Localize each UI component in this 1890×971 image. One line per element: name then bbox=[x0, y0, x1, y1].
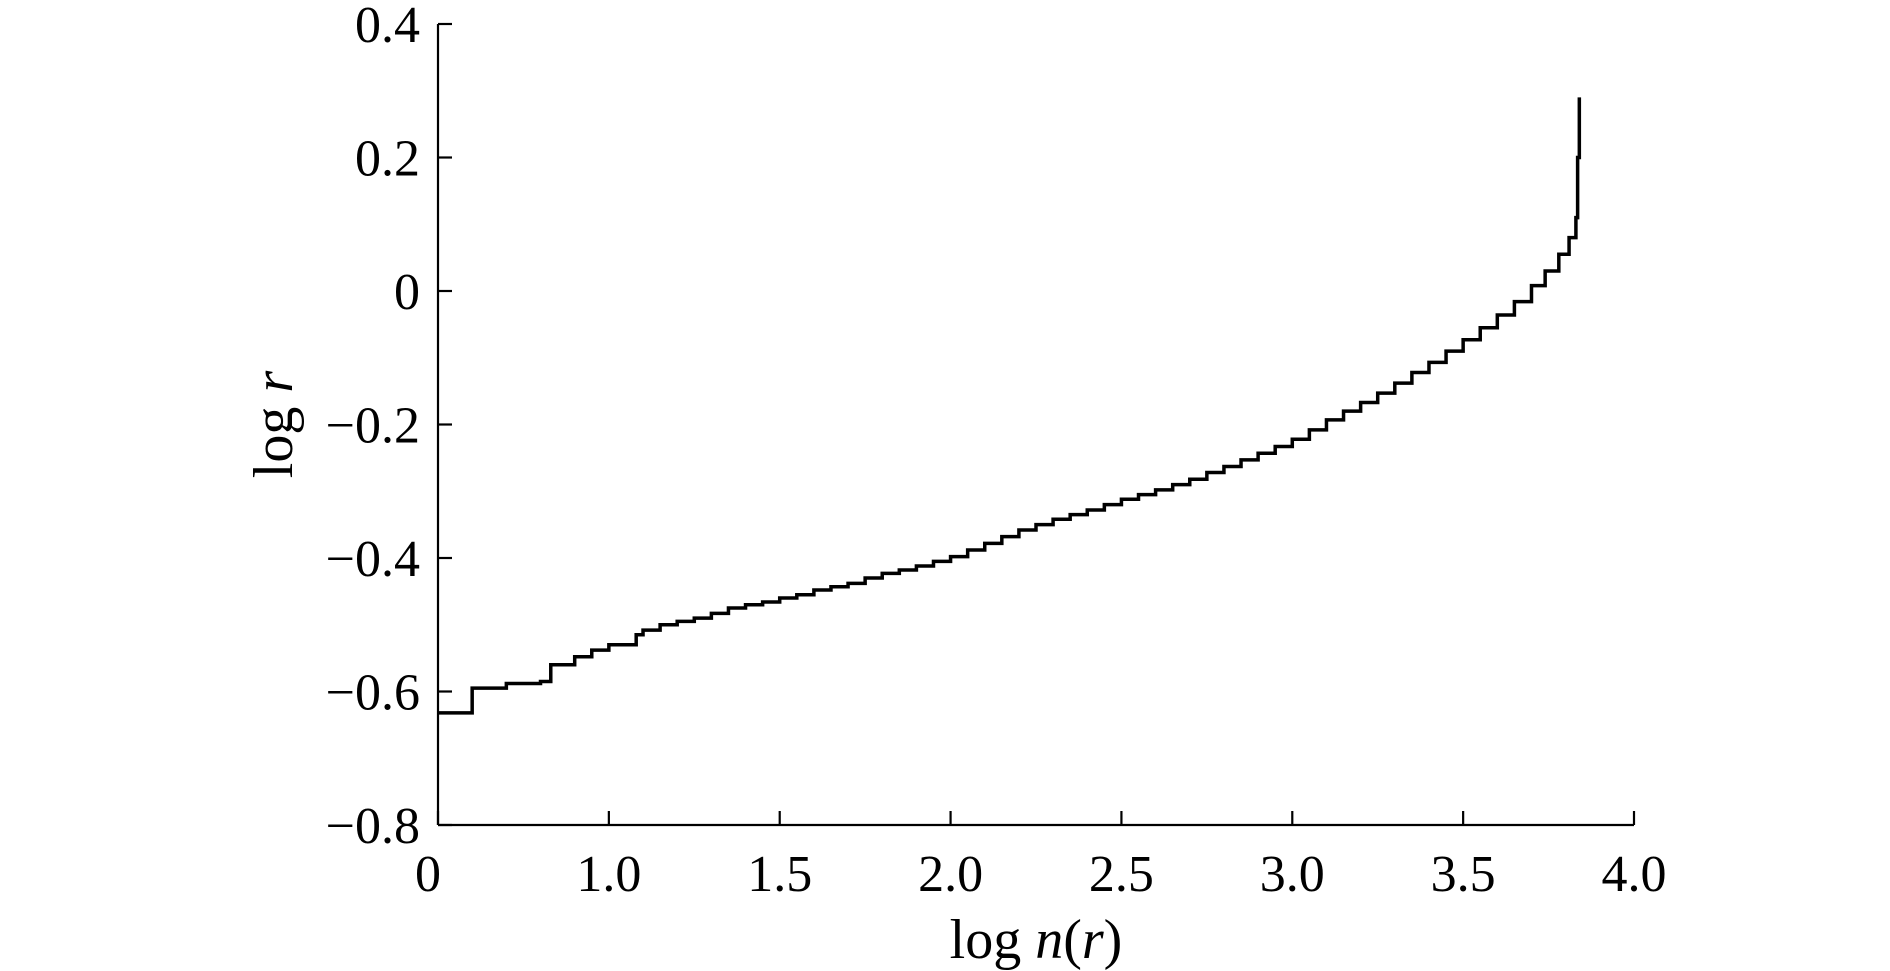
axis-label-part: r bbox=[1082, 909, 1104, 971]
x-tick-label: 3.5 bbox=[1431, 846, 1496, 903]
x-tick-label: 1.0 bbox=[576, 846, 641, 903]
y-tick-label: −0.6 bbox=[326, 665, 420, 722]
series-group bbox=[438, 97, 1582, 715]
x-tick-label: 0 bbox=[415, 846, 441, 903]
y-tick-label: −0.8 bbox=[326, 798, 420, 855]
y-tick-label: −0.4 bbox=[326, 531, 420, 588]
y-tick-label: 0.2 bbox=[355, 131, 420, 188]
x-tick-label: 4.0 bbox=[1602, 846, 1667, 903]
axis-label-part: log bbox=[243, 393, 305, 479]
x-tick-label: 2.5 bbox=[1089, 846, 1154, 903]
y-axis-label: log r bbox=[243, 371, 305, 479]
x-tick-label: 1.5 bbox=[747, 846, 812, 903]
axis-label-part: n bbox=[1035, 909, 1063, 971]
axes bbox=[436, 24, 1634, 827]
axis-label-part: ) bbox=[1104, 909, 1123, 971]
x-tick-label: 3.0 bbox=[1260, 846, 1325, 903]
y-axis-ticks: 0.4 0.2 0 −0.2 −0.4 −0.6 −0.8 bbox=[326, 0, 452, 855]
x-axis-label: log n(r) bbox=[950, 909, 1123, 971]
axis-label-part: r bbox=[243, 371, 305, 393]
x-axis-ticks: 0 1.0 1.5 2.0 2.5 3.0 3.5 4.0 bbox=[415, 811, 1667, 903]
axis-label-part: ( bbox=[1063, 909, 1082, 971]
y-tick-label: 0 bbox=[394, 264, 420, 321]
axis-label-part: log bbox=[950, 909, 1036, 971]
y-tick-label: −0.2 bbox=[326, 398, 420, 455]
series-line bbox=[438, 97, 1582, 715]
y-tick-label: 0.4 bbox=[355, 0, 420, 54]
x-tick-label: 2.0 bbox=[918, 846, 983, 903]
